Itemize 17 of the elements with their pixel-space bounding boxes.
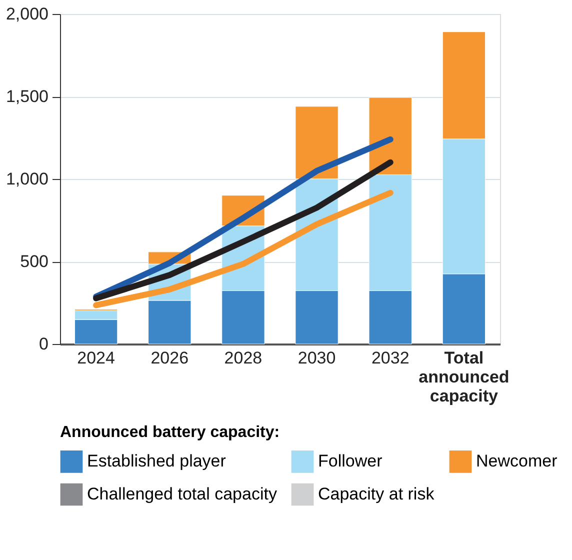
legend-label: Newcomer: [476, 452, 558, 471]
y-tick-label: 1,500: [6, 87, 48, 106]
y-tick-label: 0: [39, 334, 48, 354]
x-tick-label: 2028: [224, 348, 262, 368]
y-tick-label: 500: [20, 252, 48, 271]
x-tick-label: 2032: [371, 348, 410, 368]
legend-label: Established player: [87, 452, 226, 471]
legend-title: Announced battery capacity:: [60, 424, 280, 441]
legend-label: Capacity at risk: [318, 484, 435, 504]
y-tick-label: 2,000: [6, 4, 48, 24]
x-tick-label: Total announced capacity: [418, 348, 510, 406]
legend-label: Follower: [318, 452, 383, 471]
y-tick-label: 1,000: [6, 170, 48, 188]
x-tick-label: 2024: [77, 348, 115, 368]
x-tick-label: 2030: [298, 348, 336, 368]
legend-label: Challenged total capacity: [87, 484, 278, 504]
x-tick-label: 2026: [150, 348, 189, 368]
